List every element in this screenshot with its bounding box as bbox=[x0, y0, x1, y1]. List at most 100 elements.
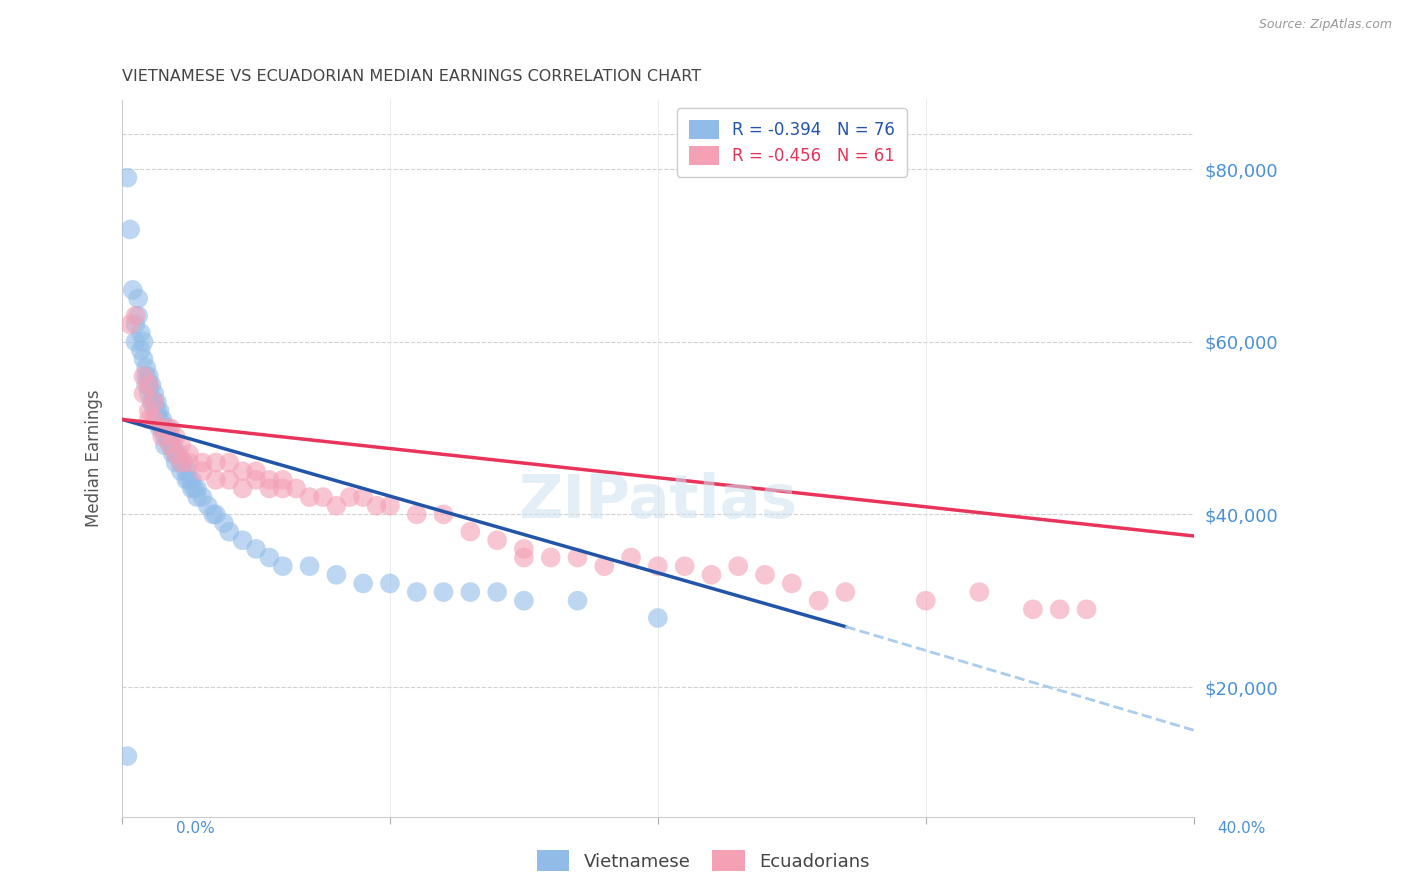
Point bbox=[1076, 602, 1098, 616]
Point bbox=[170, 464, 193, 478]
Point bbox=[513, 550, 536, 565]
Point bbox=[673, 559, 696, 574]
Point bbox=[312, 490, 335, 504]
Point bbox=[271, 482, 294, 496]
Point bbox=[124, 334, 146, 349]
Point bbox=[162, 438, 184, 452]
Point bbox=[204, 508, 226, 522]
Legend: R = -0.394   N = 76, R = -0.456   N = 61: R = -0.394 N = 76, R = -0.456 N = 61 bbox=[678, 108, 907, 177]
Text: Source: ZipAtlas.com: Source: ZipAtlas.com bbox=[1258, 18, 1392, 31]
Point bbox=[780, 576, 803, 591]
Point bbox=[245, 541, 267, 556]
Point bbox=[460, 524, 482, 539]
Point bbox=[143, 386, 166, 401]
Point bbox=[165, 430, 187, 444]
Point bbox=[1049, 602, 1071, 616]
Point bbox=[135, 360, 157, 375]
Point bbox=[339, 490, 361, 504]
Point bbox=[647, 559, 669, 574]
Point bbox=[352, 576, 374, 591]
Point bbox=[593, 559, 616, 574]
Point bbox=[143, 412, 166, 426]
Point bbox=[325, 499, 347, 513]
Point bbox=[834, 585, 856, 599]
Point bbox=[486, 585, 509, 599]
Point bbox=[132, 334, 155, 349]
Point bbox=[124, 318, 146, 332]
Point bbox=[173, 456, 195, 470]
Point bbox=[513, 593, 536, 607]
Legend: Vietnamese, Ecuadorians: Vietnamese, Ecuadorians bbox=[529, 843, 877, 879]
Point bbox=[135, 369, 157, 384]
Point bbox=[245, 473, 267, 487]
Point bbox=[259, 550, 281, 565]
Point bbox=[148, 404, 170, 418]
Point bbox=[129, 343, 152, 358]
Point bbox=[212, 516, 235, 530]
Point bbox=[204, 473, 226, 487]
Point bbox=[177, 473, 200, 487]
Point bbox=[127, 309, 149, 323]
Point bbox=[143, 395, 166, 409]
Point bbox=[156, 430, 179, 444]
Point bbox=[432, 585, 454, 599]
Point bbox=[914, 593, 936, 607]
Point bbox=[177, 456, 200, 470]
Point bbox=[143, 404, 166, 418]
Point bbox=[232, 482, 254, 496]
Point bbox=[204, 456, 226, 470]
Point bbox=[146, 395, 169, 409]
Point bbox=[150, 421, 173, 435]
Point bbox=[186, 490, 208, 504]
Point bbox=[540, 550, 562, 565]
Point bbox=[567, 593, 589, 607]
Point bbox=[159, 438, 181, 452]
Point bbox=[647, 611, 669, 625]
Text: ZIPatlas: ZIPatlas bbox=[519, 472, 797, 531]
Point bbox=[271, 559, 294, 574]
Point bbox=[218, 473, 240, 487]
Point bbox=[117, 749, 139, 764]
Point bbox=[405, 508, 427, 522]
Point bbox=[153, 421, 176, 435]
Point bbox=[138, 377, 160, 392]
Point bbox=[807, 593, 830, 607]
Point bbox=[159, 430, 181, 444]
Point bbox=[135, 377, 157, 392]
Point bbox=[232, 533, 254, 548]
Point bbox=[298, 559, 321, 574]
Point bbox=[325, 567, 347, 582]
Point bbox=[1022, 602, 1045, 616]
Point bbox=[405, 585, 427, 599]
Point bbox=[232, 464, 254, 478]
Point bbox=[138, 386, 160, 401]
Point bbox=[176, 473, 198, 487]
Point bbox=[150, 430, 173, 444]
Point bbox=[180, 473, 202, 487]
Text: 40.0%: 40.0% bbox=[1218, 821, 1265, 836]
Point bbox=[124, 309, 146, 323]
Point bbox=[218, 524, 240, 539]
Point bbox=[150, 421, 173, 435]
Point bbox=[259, 473, 281, 487]
Point bbox=[153, 438, 176, 452]
Point bbox=[285, 482, 308, 496]
Point bbox=[170, 438, 193, 452]
Point bbox=[186, 482, 208, 496]
Point bbox=[148, 412, 170, 426]
Point bbox=[727, 559, 749, 574]
Point bbox=[366, 499, 388, 513]
Point bbox=[129, 326, 152, 340]
Point bbox=[141, 377, 163, 392]
Text: 0.0%: 0.0% bbox=[176, 821, 215, 836]
Point bbox=[138, 404, 160, 418]
Point bbox=[165, 447, 187, 461]
Point bbox=[127, 292, 149, 306]
Point bbox=[432, 508, 454, 522]
Point bbox=[259, 482, 281, 496]
Point bbox=[218, 456, 240, 470]
Point bbox=[165, 447, 187, 461]
Point bbox=[159, 438, 181, 452]
Point bbox=[143, 395, 166, 409]
Point bbox=[159, 421, 181, 435]
